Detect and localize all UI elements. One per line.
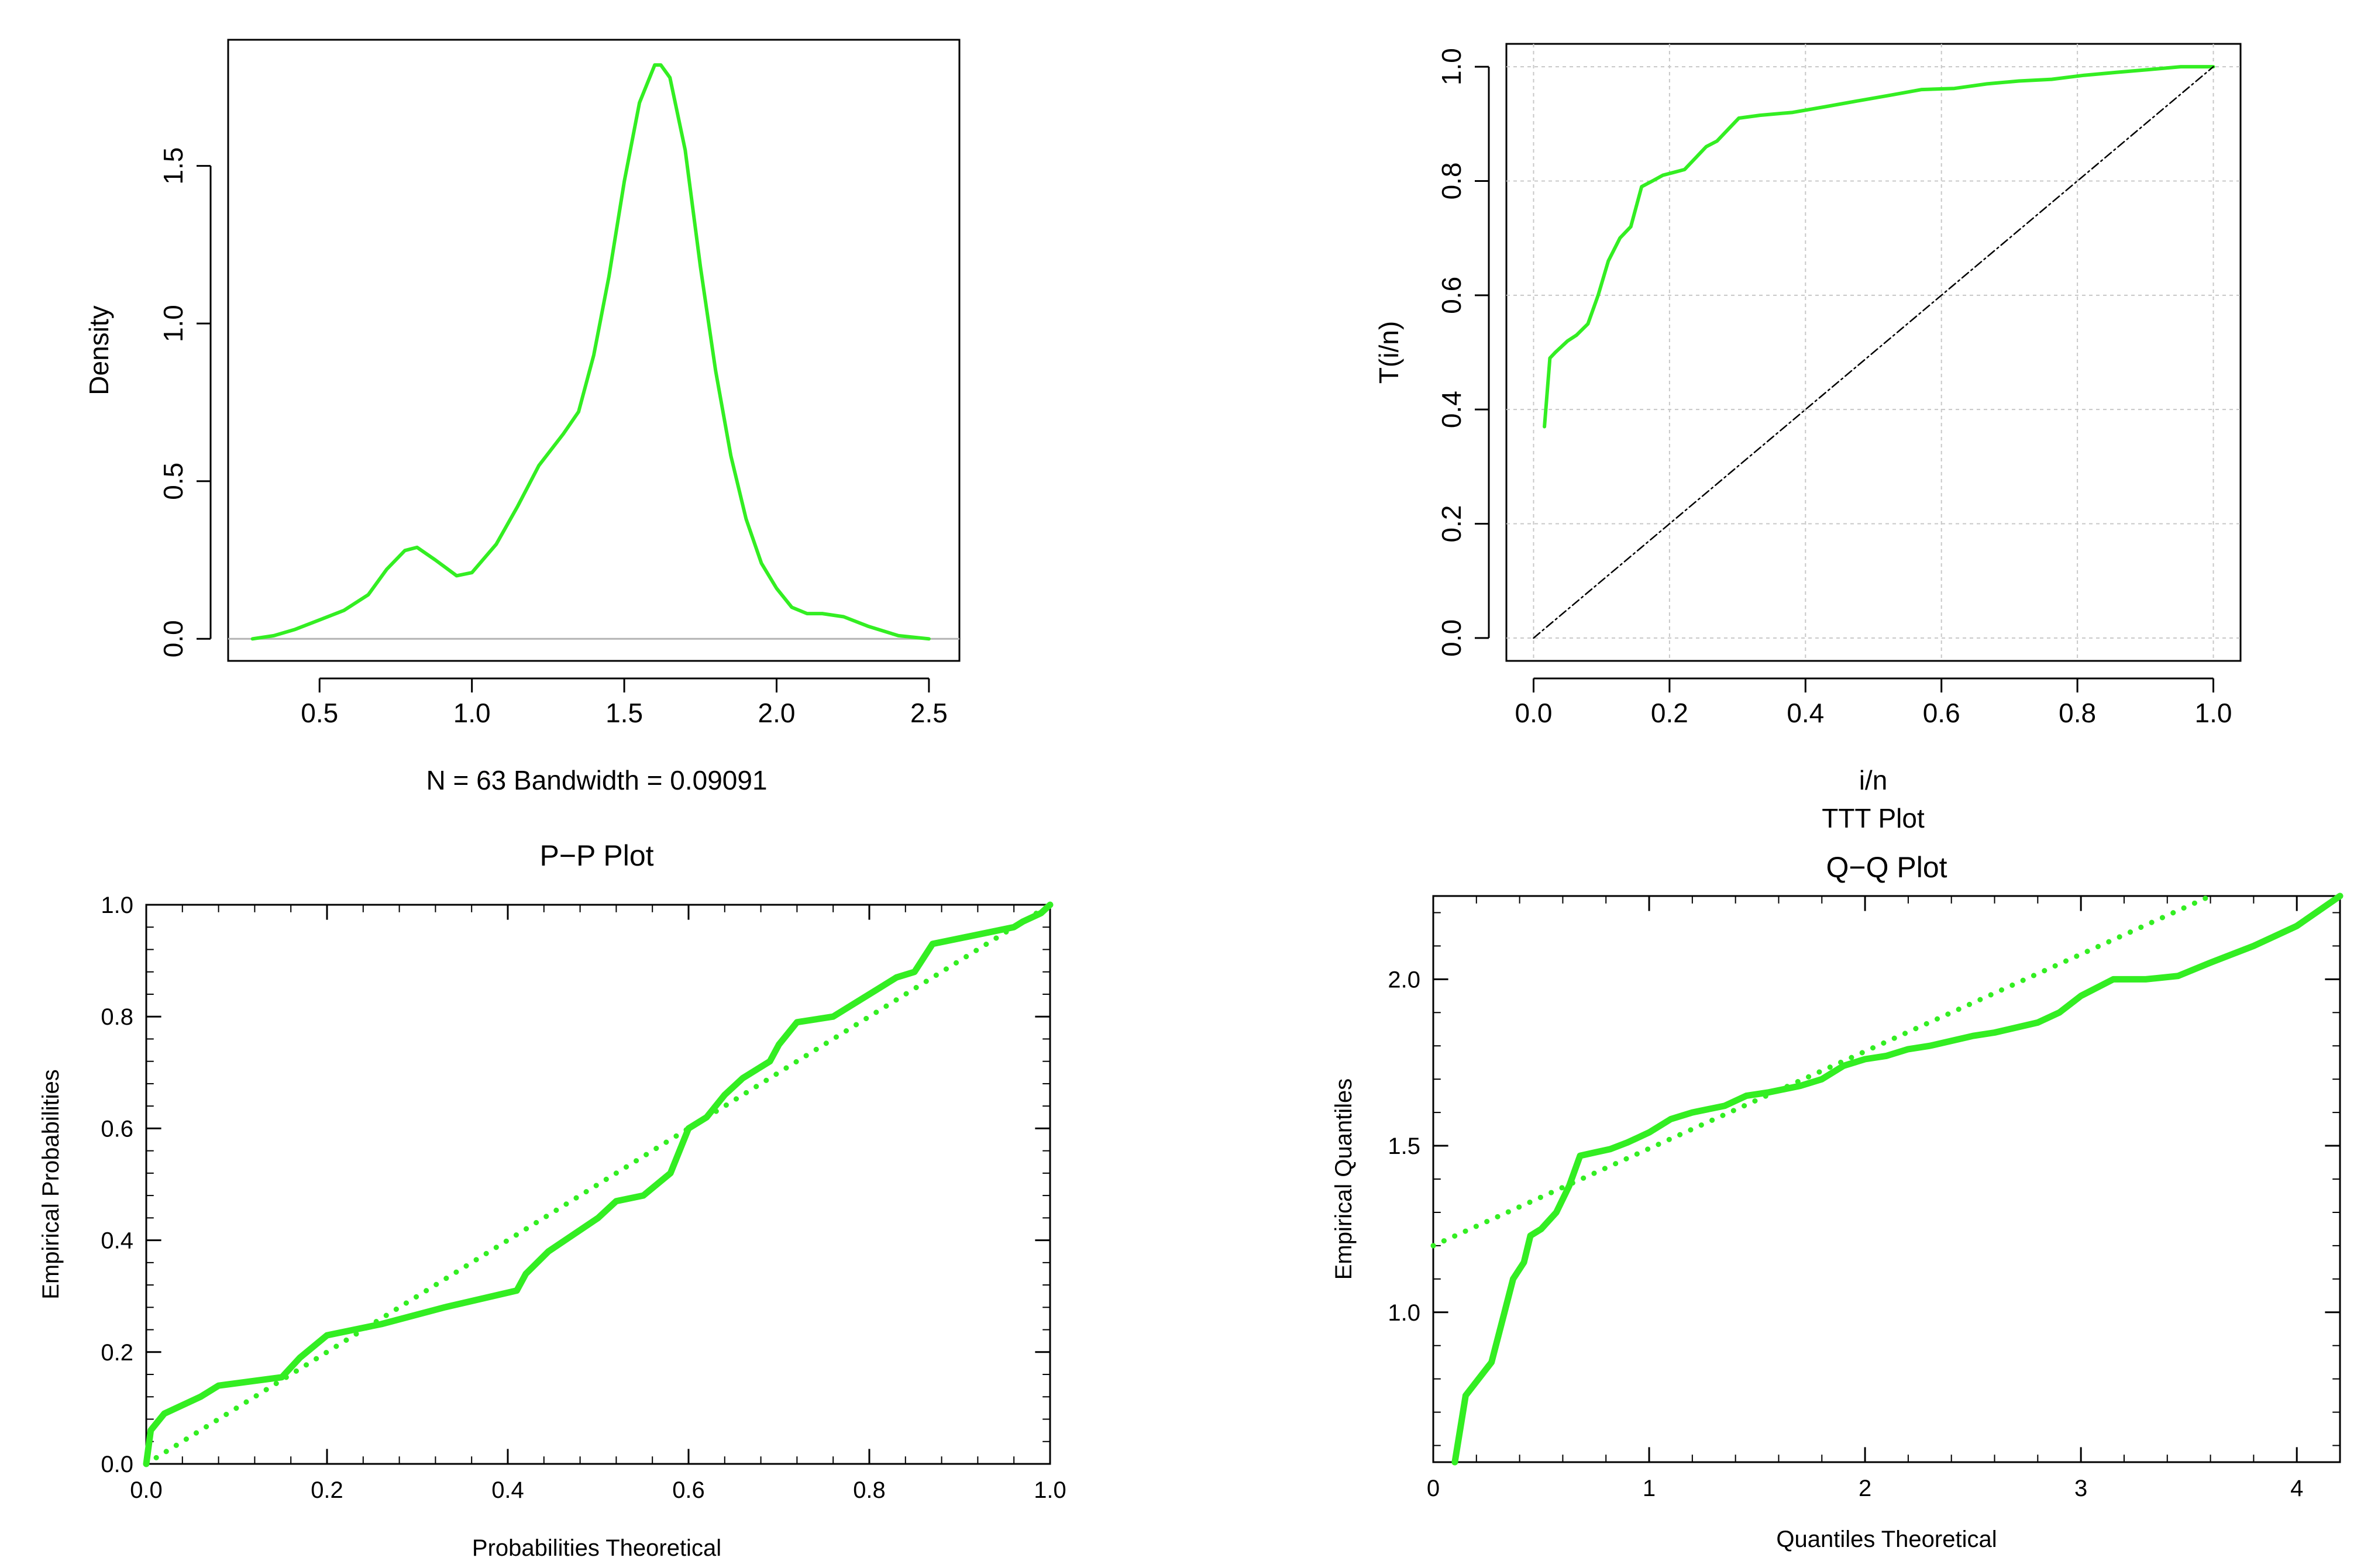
x-tick-label: 0.8 [2059, 698, 2096, 728]
ttt-plot-panel: 0.0 0.2 0.4 0.6 0.8 1.0 0.0 0.2 0.4 0.6 0.8 1.0 i/n T… [1374, 43, 2242, 833]
x-axis-label: N = 63 Bandwidth = 0.09091 [426, 765, 767, 795]
x-axis-label: i/n [1859, 765, 1888, 795]
x-tick-label: 0.0 [1515, 698, 1553, 728]
x-tick-label: 0.0 [130, 1477, 163, 1503]
reference-line [143, 902, 1053, 1467]
y-tick-label: 0.0 [101, 1452, 133, 1477]
y-tick-label: 0.8 [101, 1004, 133, 1030]
series-line [250, 63, 931, 641]
x-tick-label: 3 [2074, 1476, 2087, 1501]
chart-title: Q−Q Plot [1826, 851, 1947, 884]
y-tick-label: 1.0 [1436, 48, 1467, 85]
x-tick-label: 2.5 [910, 698, 948, 728]
x-axis-label: Quantiles Theoretical [1776, 1526, 1997, 1552]
y-tick-label: 1.0 [158, 305, 188, 342]
series-line [1451, 892, 2344, 1466]
x-tick-label: 1.0 [1034, 1477, 1066, 1503]
y-tick-label: 0.4 [1436, 391, 1467, 428]
x-tick-label: 1.0 [2195, 698, 2232, 728]
chart-title: TTT Plot [1822, 803, 1925, 833]
density-plot-panel: 0.5 1.0 1.5 2.0 2.5 0.0 0.5 1.0 1.5 N = 63 Bandwi… [84, 39, 961, 795]
x-tick-label: 1 [1643, 1476, 1656, 1501]
reference-line [1533, 66, 2214, 639]
y-tick-label: 0.5 [158, 463, 188, 500]
y-tick-label: 0.8 [1436, 162, 1467, 199]
y-tick-label: 1.5 [158, 147, 188, 185]
x-tick-label: 2 [1859, 1476, 1871, 1501]
x-tick-label: 0.6 [672, 1477, 705, 1503]
y-tick-label: 0.6 [101, 1116, 133, 1142]
x-tick-label: 4 [2290, 1476, 2303, 1501]
qq-plot-panel: 0 1 2 3 4 1.0 1.5 2.0 Quantiles Theoretical Empir… [1331, 851, 2344, 1552]
x-tick-label: 0.5 [301, 698, 338, 728]
x-tick-label: 1.0 [453, 698, 491, 728]
x-tick-label: 0.6 [1923, 698, 1960, 728]
y-tick-label: 1.0 [1388, 1300, 1420, 1326]
x-tick-label: 1.5 [605, 698, 643, 728]
x-tick-label: 0.8 [853, 1477, 886, 1503]
pp-plot-panel: 0.0 0.2 0.4 0.6 0.8 1.0 0.0 0.2 0.4 0.6 0.8 1.0 Prob… [38, 839, 1066, 1561]
x-tick-label: 0 [1427, 1476, 1440, 1501]
x-axis-label: Probabilities Theoretical [472, 1535, 721, 1561]
y-tick-label: 0.4 [101, 1228, 133, 1254]
y-tick-label: 2.0 [1388, 967, 1420, 993]
y-tick-label: 0.2 [101, 1340, 133, 1366]
y-axis-label: Empirical Probabilities [38, 1069, 64, 1299]
plot-frame [227, 39, 961, 662]
x-tick-label: 0.4 [491, 1477, 524, 1503]
reference-line [1430, 893, 2214, 1249]
y-axis-label: Density [84, 305, 114, 395]
chart-title: P−P Plot [539, 839, 653, 872]
y-axis-label: T(i/n) [1374, 321, 1404, 384]
plot-frame [1505, 43, 2242, 662]
y-tick-label: 0.0 [158, 620, 188, 657]
y-tick-label: 0.6 [1436, 277, 1467, 314]
x-tick-label: 2.0 [758, 698, 796, 728]
x-tick-label: 0.2 [311, 1477, 343, 1503]
series-line [1543, 65, 2215, 429]
x-tick-label: 0.2 [1651, 698, 1688, 728]
x-tick-label: 0.4 [1787, 698, 1824, 728]
y-tick-label: 0.0 [1436, 619, 1467, 657]
y-tick-label: 1.5 [1388, 1133, 1420, 1159]
series-line [143, 901, 1054, 1467]
y-tick-label: 1.0 [101, 892, 133, 918]
y-axis-label: Empirical Quantiles [1331, 1078, 1357, 1280]
y-tick-label: 0.2 [1436, 505, 1467, 543]
plot-frame [145, 904, 1051, 1465]
